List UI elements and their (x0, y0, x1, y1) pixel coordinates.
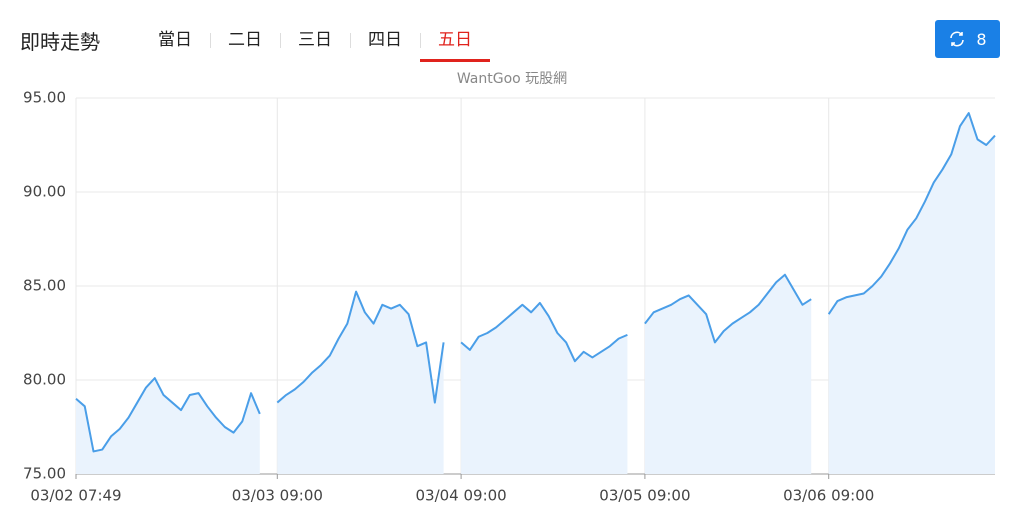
area (644, 274, 812, 474)
y-tick-label: 85.00 (23, 277, 66, 295)
tab-bar: 當日 二日 三日 四日 五日 (140, 28, 490, 62)
tab[interactable]: 當日 (158, 30, 192, 50)
x-tick-label: 03/03 09:00 (232, 487, 323, 505)
area (76, 378, 260, 474)
price-line (827, 112, 996, 315)
x-tick-label: 03/04 09:00 (415, 487, 506, 505)
x-tick-label: 03/02 07:49 (30, 487, 121, 505)
area (461, 302, 628, 474)
area (277, 291, 444, 474)
tab[interactable]: 三日 (280, 28, 350, 62)
watermark: WantGoo 玩股網 (456, 71, 568, 87)
y-tick-label: 90.00 (23, 183, 66, 201)
x-tick-label: 03/05 09:00 (599, 487, 690, 505)
refresh-icon (950, 31, 965, 47)
tab[interactable]: 四日 (350, 28, 420, 62)
refresh-count: 8 (976, 29, 987, 49)
x-tick-label: 03/06 09:00 (783, 487, 874, 505)
y-tick-label: 80.00 (23, 371, 66, 389)
y-tick-label: 75.00 (23, 465, 66, 483)
widget-title: 即時走勢 (20, 30, 100, 54)
area (828, 113, 995, 474)
price-line (276, 290, 445, 404)
price-line (460, 301, 628, 363)
price-line (644, 273, 812, 344)
price-line (75, 377, 261, 453)
refresh-button[interactable]: 8 (935, 20, 1000, 58)
tab[interactable]: 二日 (210, 28, 280, 62)
y-tick-label: 95.00 (23, 89, 66, 107)
tab[interactable]: 五日 (420, 28, 490, 62)
